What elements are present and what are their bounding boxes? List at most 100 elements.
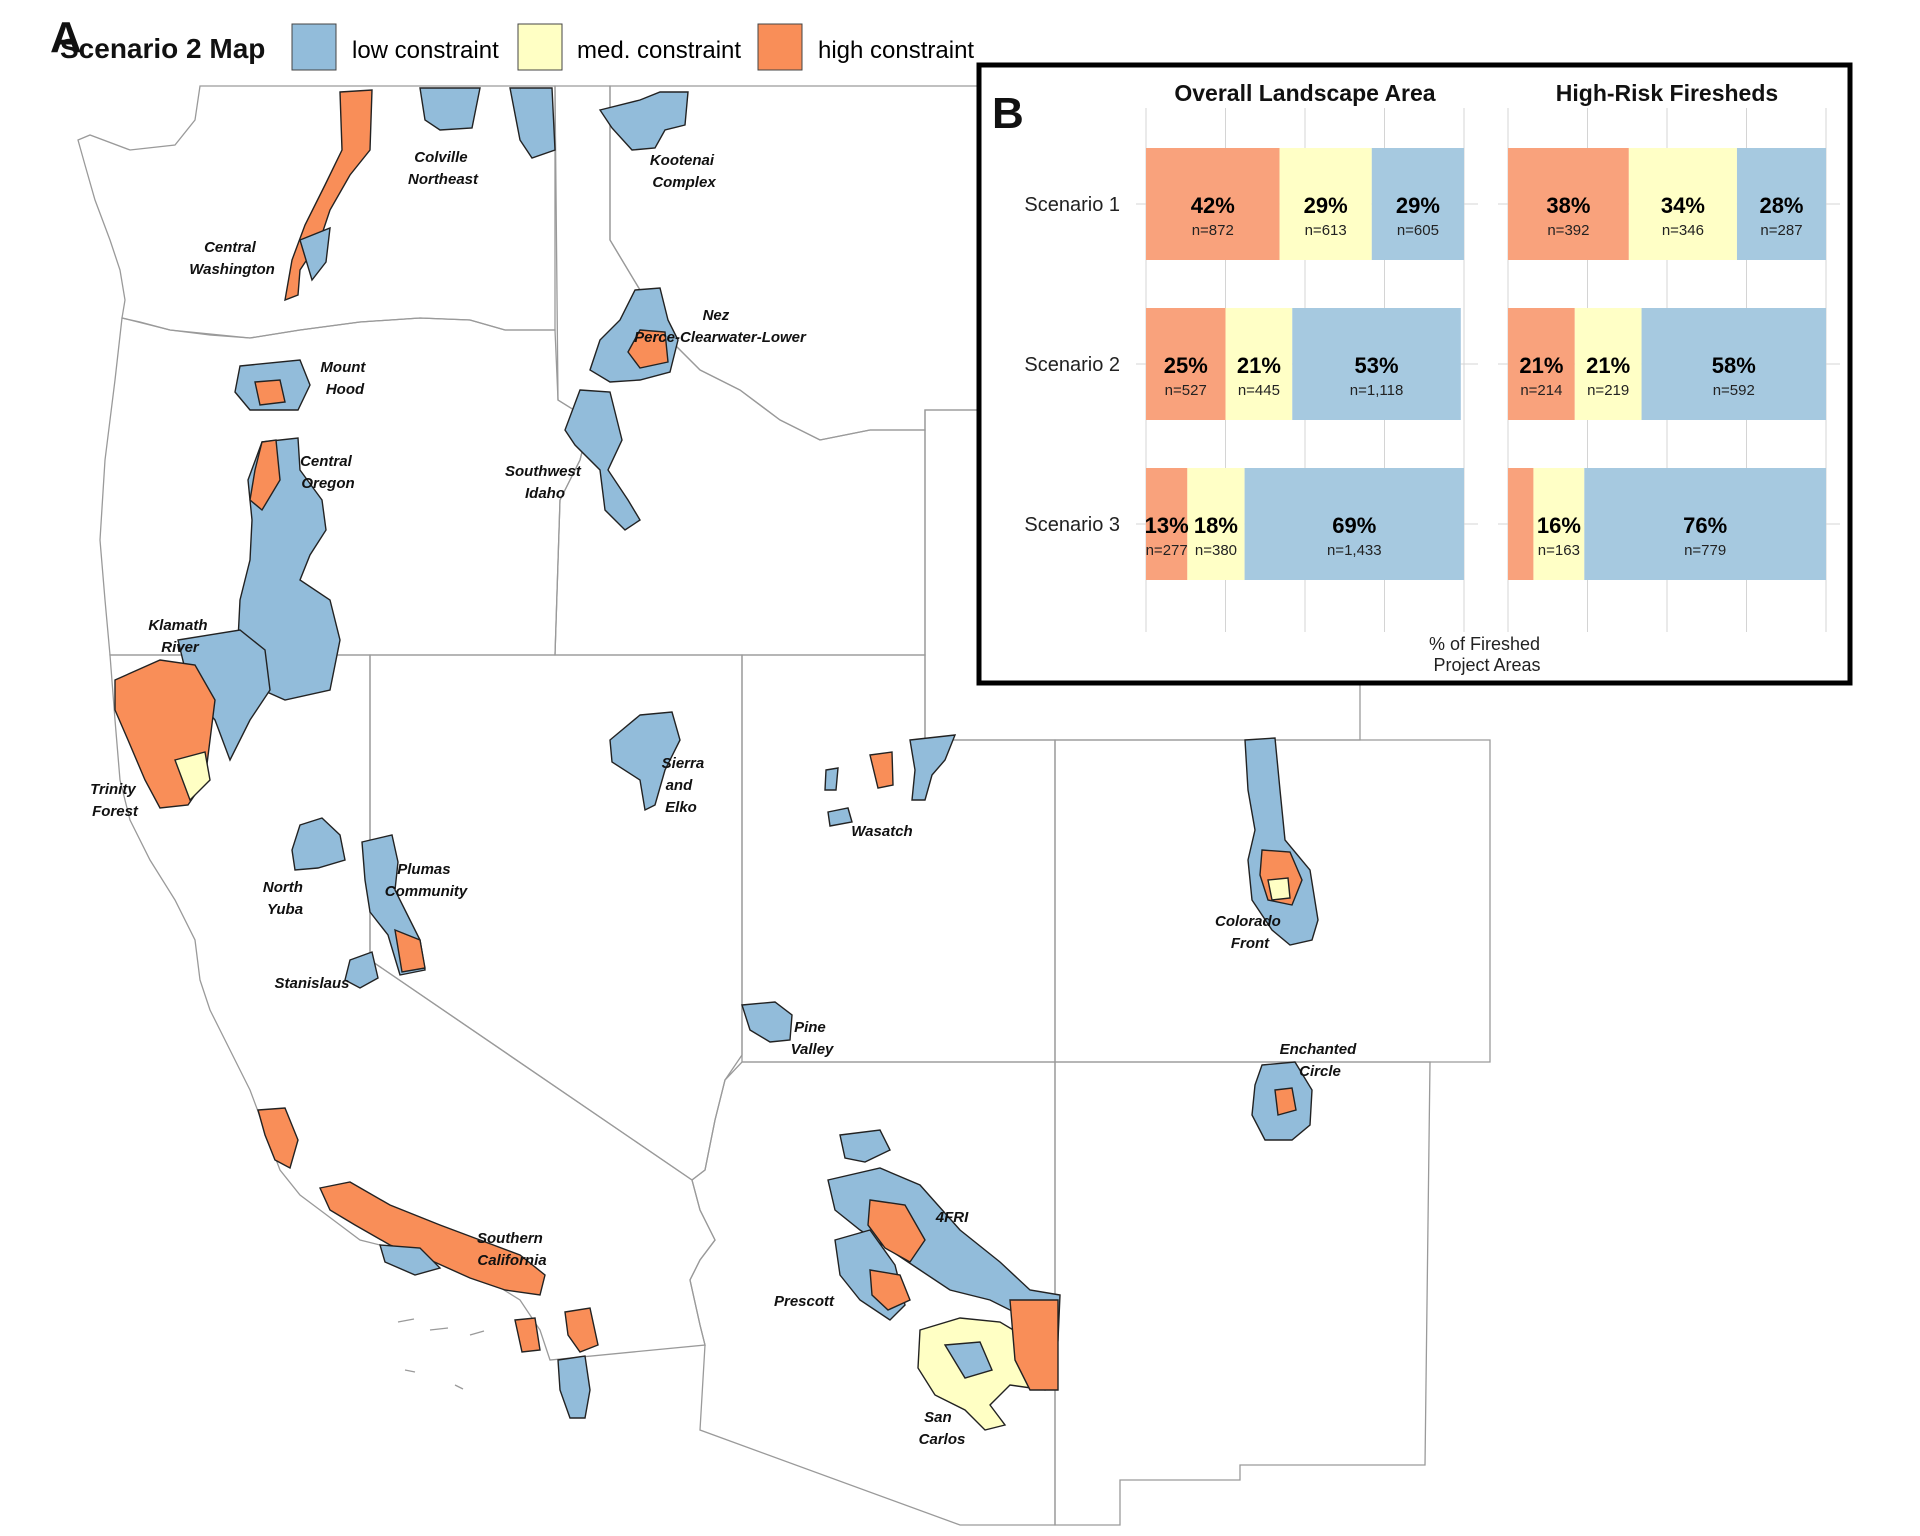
area-southwest-idaho	[564, 389, 641, 531]
legend-swatch-high	[757, 23, 803, 71]
bar-percent-label: 21%	[1586, 353, 1630, 378]
area-san-carlos-blue	[943, 1341, 993, 1379]
bar-percent-label: 53%	[1355, 353, 1399, 378]
area-wasatch-c	[824, 767, 839, 791]
region-label-san-carlos: San Carlos	[919, 1409, 966, 1448]
bar-percent-label: 18%	[1194, 513, 1238, 538]
bar-percent-label: 21%	[1519, 353, 1563, 378]
bar-percent-label: 21%	[1237, 353, 1281, 378]
area-4fri-north	[839, 1129, 891, 1163]
bar-percent-label: 58%	[1712, 353, 1756, 378]
bar-count-label: n=1,118	[1350, 382, 1404, 399]
bar-count-label: n=163	[1538, 542, 1580, 559]
bar-segment-low	[1584, 468, 1826, 580]
region-label-wasatch: Wasatch	[851, 823, 912, 840]
bar-count-label: n=392	[1547, 222, 1589, 239]
bar-percent-label: 13%	[1145, 513, 1189, 538]
bar-percent-label: 25%	[1164, 353, 1208, 378]
legend-label-med: med. constraint	[577, 37, 741, 64]
map-legend: low constraint med. constraint high cons…	[291, 23, 974, 71]
colorado-outline	[1054, 739, 1491, 1063]
area-socal-blue	[379, 1244, 442, 1276]
bar-segment-low	[1244, 468, 1464, 580]
bar-count-label: n=1,433	[1327, 542, 1382, 559]
bar-percent-label: 34%	[1661, 193, 1705, 218]
area-socal-east	[564, 1307, 599, 1353]
area-prescott-high	[869, 1269, 911, 1311]
region-label-colorado-front: Colorado Front	[1215, 913, 1285, 952]
bar-count-label: n=214	[1520, 382, 1562, 399]
area-nez-perce-high	[627, 329, 669, 369]
region-label-north-yuba: North Yuba	[263, 879, 307, 918]
bar-segment-low	[1292, 308, 1461, 420]
map-title: Scenario 2 Map	[60, 33, 265, 64]
area-pine-valley	[741, 1001, 793, 1043]
bar-segment-med	[1574, 308, 1642, 420]
region-label-southern-california: Southern California	[477, 1230, 547, 1269]
area-north-yuba	[291, 817, 346, 871]
area-central-washington	[284, 89, 373, 302]
bar-count-label: n=779	[1684, 542, 1726, 559]
bar-count-label: n=613	[1305, 222, 1347, 239]
facet-title: Overall Landscape Area	[1174, 80, 1435, 106]
region-label-pine-valley: Pine Valley	[791, 1019, 834, 1058]
legend-label-low: low constraint	[352, 37, 499, 64]
chart-facet-titles: Overall Landscape Area High-Risk Fireshed…	[1174, 80, 1778, 106]
chart-x-axis-label-line-2: Project Areas	[1433, 655, 1540, 675]
chart-category-labels: Scenario 1 Scenario 2 Scenario 3	[1024, 194, 1120, 536]
area-socal-west	[257, 1107, 299, 1170]
bar-segment-high	[1146, 468, 1188, 580]
bar-percent-label: 69%	[1332, 513, 1376, 538]
region-label-central-oregon: Central Oregon	[300, 453, 356, 492]
region-label-central-washington: Central Washington	[189, 239, 275, 278]
legend-swatch-low	[291, 23, 337, 71]
bar-segment-med	[1225, 308, 1293, 420]
chart-bars	[1146, 148, 1826, 580]
region-label-sierra-elko: Sierra and Elko	[662, 755, 709, 816]
region-label-klamath-river: Klamath River	[148, 617, 211, 656]
bar-segment-high	[1508, 308, 1575, 420]
bar-segment-high	[1146, 308, 1226, 420]
project-areas	[114, 87, 1319, 1431]
bar-count-label: n=872	[1192, 222, 1234, 239]
bar-segment-high	[1508, 148, 1629, 260]
region-label-4fri: 4FRI	[935, 1209, 969, 1226]
region-label-stanislaus: Stanislaus	[274, 975, 349, 992]
area-4fri-high	[867, 1199, 926, 1263]
area-kootenai	[598, 91, 689, 151]
bar-percent-label: 29%	[1304, 193, 1348, 218]
bar-percent-label: 76%	[1683, 513, 1727, 538]
panel-a-letter: A	[50, 13, 82, 62]
chart-x-axis-label: % of Fireshed Project Areas	[1429, 634, 1545, 675]
bar-percent-label: 42%	[1191, 193, 1235, 218]
bar-segment-low	[1736, 148, 1826, 260]
bar-segment-high	[1508, 468, 1534, 580]
bar-segment-med	[1533, 468, 1585, 580]
area-plumas-high	[394, 928, 426, 973]
bar-segment-low	[1641, 308, 1826, 420]
panel-b-letter: B	[992, 89, 1024, 138]
category-label: Scenario 1	[1024, 194, 1120, 216]
region-label-enchanted-circle: Enchanted Circle	[1280, 1041, 1361, 1080]
area-san-carlos-high	[1009, 1299, 1059, 1391]
bar-percent-label: 16%	[1537, 513, 1581, 538]
bar-segment-med	[1628, 148, 1737, 260]
category-label: Scenario 2	[1024, 354, 1120, 376]
bar-count-label: n=277	[1146, 542, 1188, 559]
bar-count-label: n=380	[1195, 542, 1237, 559]
chart-value-labels: 42% n=872 29% n=613 29% n=605 25% n=527 21% n=445…	[1145, 193, 1804, 559]
area-colorado-front-med	[1267, 877, 1291, 901]
bar-count-label: n=287	[1760, 222, 1802, 239]
bar-segment-med	[1187, 468, 1245, 580]
region-label-prescott: Prescott	[774, 1293, 835, 1310]
area-wasatch	[909, 734, 957, 801]
bar-count-label: n=592	[1713, 382, 1755, 399]
utah-outline	[741, 654, 1056, 1063]
area-socal	[318, 1181, 546, 1296]
area-colville	[419, 87, 481, 131]
area-socal-small	[514, 1317, 541, 1353]
state-boundaries	[77, 85, 1491, 1526]
bar-count-label: n=346	[1662, 222, 1704, 239]
bar-segment-med	[1279, 148, 1372, 260]
